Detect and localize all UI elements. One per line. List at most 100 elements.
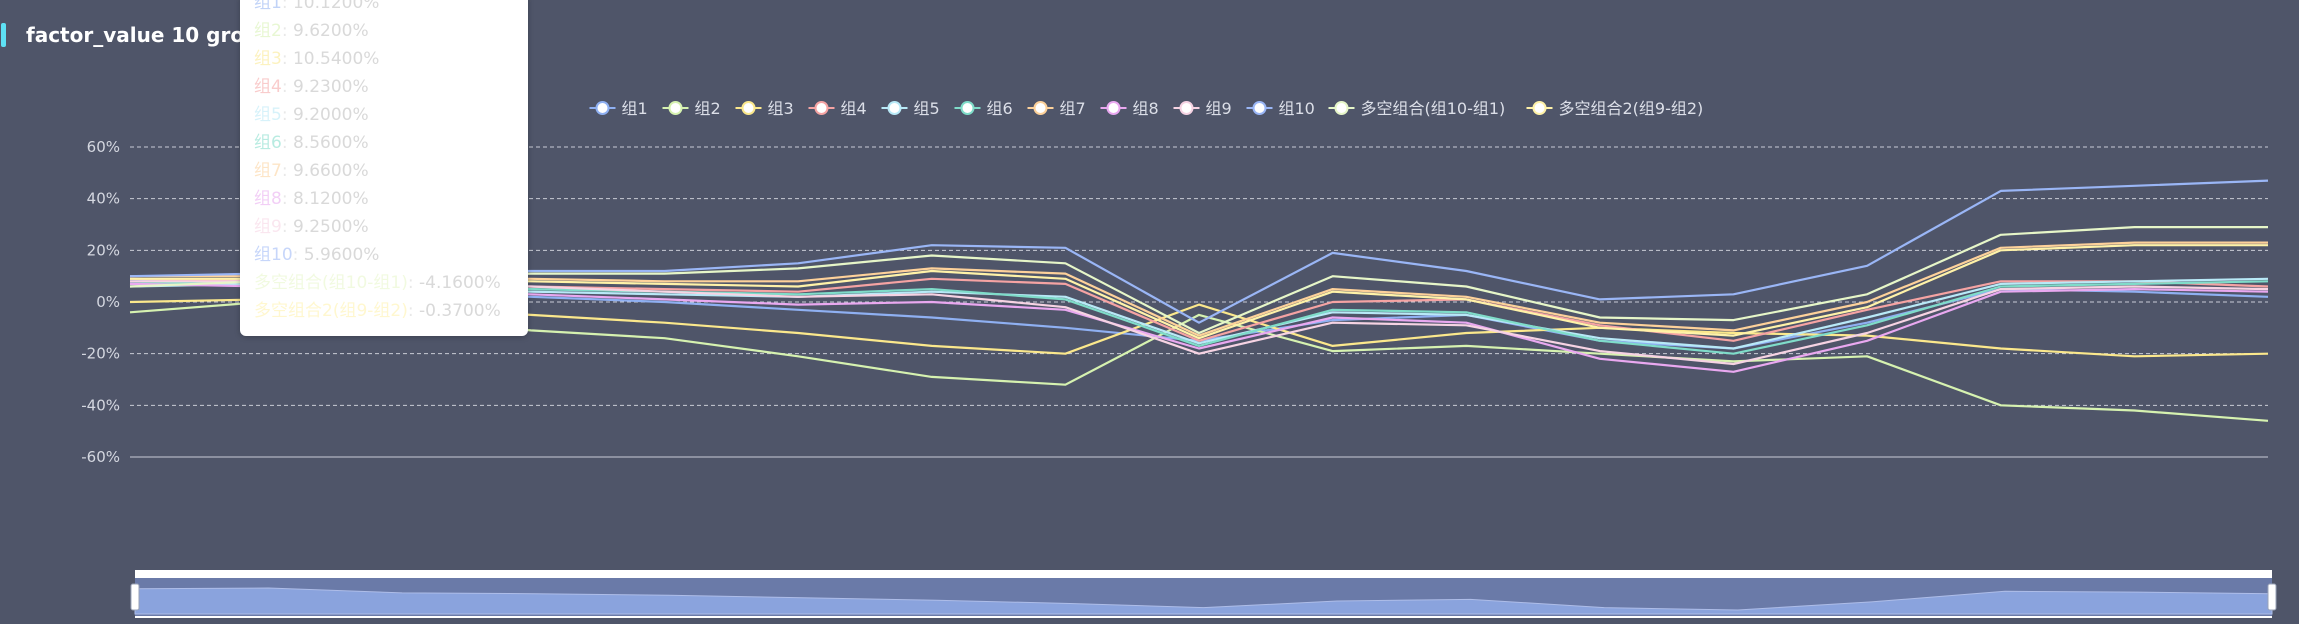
y-tick-label: 40% [87,190,120,208]
tooltip-series-name: 组6 [254,133,282,153]
legend[interactable]: 组1 组2 组3 组4 组5 组6 组7 组8 组9 组10 多空组合(组10-组1) 多空组合2(组… [589,99,1704,118]
y-tick-label: 0% [96,293,120,311]
zoom-handle-right[interactable] [2267,583,2277,611]
legend-item[interactable]: 组10 [1246,99,1315,118]
tooltip-series-name: 组7 [254,161,282,181]
legend-label: 组4 [841,99,867,118]
legend-swatch-marker [1179,101,1194,115]
legend-label: 组2 [695,99,721,118]
tooltip-series-name: 组8 [254,189,282,209]
legend-label: 多空组合(组10-组1) [1361,99,1506,118]
tooltip-separator: : [281,77,293,97]
tooltip-separator: : [281,21,293,41]
legend-item[interactable]: 组9 [1173,99,1232,118]
legend-label: 组10 [1279,99,1315,118]
legend-label: 组6 [987,99,1013,118]
tooltip-separator: : [281,217,293,237]
tooltip-value: 10.5400% [292,49,380,69]
grid-lines [130,146,2268,458]
y-tick-label: -40% [81,396,120,414]
legend-swatch-marker [1106,101,1121,115]
tooltip-separator: : [281,133,293,153]
tooltip-series-name: 多空组合2(组9-组2) [254,301,408,321]
tooltip-separator: : [281,49,293,69]
title-accent-bar [1,23,6,47]
legend-label: 组7 [1060,99,1086,118]
tooltip-row: 组6: 8.5600% [254,128,369,154]
tooltip-row: 组5: 9.2000% [254,100,369,126]
legend-item[interactable]: 组3 [735,99,794,118]
data-zoom-slider[interactable] [130,570,2277,618]
legend-item[interactable]: 组1 [589,99,648,118]
tooltip-series-name: 组5 [254,105,282,125]
tooltip-value: 8.5600% [292,133,369,153]
zoom-preview-area [134,587,2273,615]
legend-swatch-marker [1033,101,1048,115]
legend-item[interactable]: 多空组合2(组9-组2) [1526,99,1704,118]
zoom-handle-left[interactable] [130,583,140,611]
y-axis: 60% 40% 20% 0% -20% -40% -60% [81,138,120,466]
tooltip-series-name: 组4 [254,77,282,97]
tooltip-series-name: 组3 [254,49,282,69]
tooltip-value: 9.2300% [292,77,369,97]
tooltip-value: 10.1200% [292,0,380,13]
tooltip-row: 组9: 9.2500% [254,212,369,238]
tooltip-series-name: 组2 [254,21,282,41]
tooltip-value: 9.6200% [292,21,369,41]
tooltip-value: -4.1600% [419,273,501,293]
legend-swatch-marker [1334,101,1349,115]
legend-swatch-marker [1252,101,1267,115]
tooltip-separator: : [281,0,293,13]
legend-item[interactable]: 组8 [1100,99,1159,118]
legend-item[interactable]: 组5 [881,99,940,118]
legend-swatch-marker [741,101,756,115]
tooltip-series-name: 组9 [254,217,282,237]
legend-swatch-marker [814,101,829,115]
tooltip-value: 9.6600% [292,161,369,181]
y-tick-label: -60% [81,448,120,466]
legend-label: 组1 [622,99,648,118]
y-tick-label: 60% [87,138,120,156]
tooltip-separator: : [407,273,419,293]
legend-swatch-marker [887,101,902,115]
tooltip-series-name: 组10 [254,245,293,265]
legend-item[interactable]: 组2 [662,99,721,118]
tooltip-row: 组3: 10.5400% [254,44,379,70]
y-tick-label: -20% [81,345,120,363]
y-tick-label: 20% [87,241,120,259]
tooltip-separator: : [292,245,304,265]
tooltip-value: -0.3700% [419,301,501,321]
legend-label: 多空组合2(组9-组2) [1559,99,1704,118]
legend-item[interactable]: 多空组合(组10-组1) [1328,99,1506,118]
tooltip-row: 组4: 9.2300% [254,72,369,98]
tooltip-value: 5.9600% [303,245,380,265]
tooltip-series-name: 多空组合(组10-组1) [254,273,408,293]
legend-item[interactable]: 组6 [954,99,1013,118]
legend-swatch-marker [595,101,610,115]
tooltip-row: 组2: 9.6200% [254,16,369,42]
legend-item[interactable]: 组7 [1027,99,1086,118]
legend-label: 组3 [768,99,794,118]
tooltip-separator: : [281,161,293,181]
tooltip-separator: : [281,105,293,125]
tooltip-value: 9.2000% [292,105,369,125]
tooltip-value: 9.2500% [292,217,369,237]
legend-label: 组5 [914,99,940,118]
tooltip-separator: : [281,189,293,209]
tooltip: 组1: 10.1200% 组2: 9.6200% 组3: 10.5400% 组4: 9… [240,0,528,336]
tooltip-row: 多空组合2(组9-组2): -0.3700% [254,296,501,322]
legend-label: 组9 [1206,99,1232,118]
legend-item[interactable]: 组4 [808,99,867,118]
tooltip-row: 组10: 5.9600% [254,240,379,266]
tooltip-separator: : [407,301,419,321]
legend-swatch-marker [668,101,683,115]
legend-swatch-marker [1532,101,1547,115]
legend-label: 组8 [1133,99,1159,118]
tooltip-value: 8.1200% [292,189,369,209]
tooltip-series-name: 组1 [254,0,282,13]
tooltip-row: 多空组合(组10-组1): -4.1600% [254,268,501,294]
tooltip-row: 组8: 8.1200% [254,184,369,210]
tooltip-row: 组1: 10.1200% [254,0,379,14]
legend-swatch-marker [960,101,975,115]
tooltip-row: 组7: 9.6600% [254,156,369,182]
